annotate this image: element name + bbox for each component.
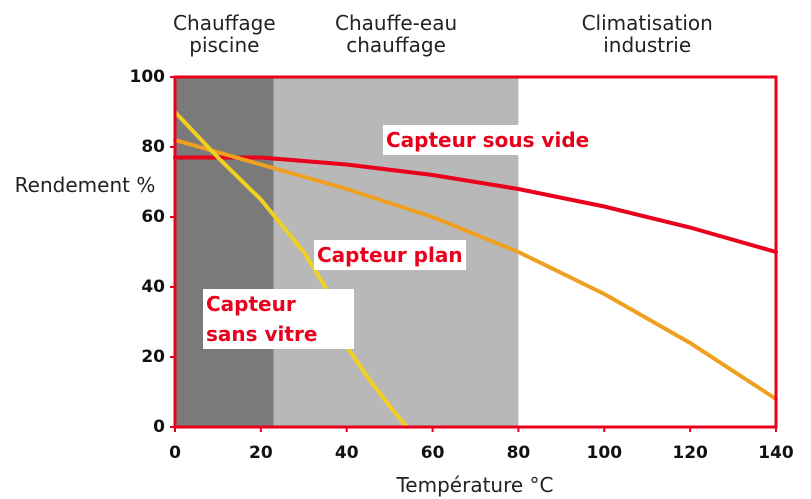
x-tick-label: 120 bbox=[672, 443, 708, 463]
region-label: Chauffe-eau chauffage bbox=[335, 11, 458, 57]
y-tick-label: 60 bbox=[141, 207, 165, 227]
series-label: Capteur plan bbox=[314, 240, 466, 270]
region-label: Climatisation industrie bbox=[581, 11, 713, 57]
y-tick-label: 0 bbox=[153, 417, 165, 437]
region-label: Chauffage piscine bbox=[173, 11, 276, 57]
x-tick-label: 100 bbox=[587, 443, 623, 463]
series-label: Capteur sous vide bbox=[383, 125, 593, 155]
x-tick-label: 40 bbox=[335, 443, 359, 463]
region bbox=[175, 77, 274, 427]
y-tick-label: 100 bbox=[130, 67, 166, 87]
x-tick-label: 80 bbox=[507, 443, 531, 463]
plot-border bbox=[173, 75, 778, 429]
x-tick-label: 60 bbox=[421, 443, 445, 463]
x-tick-label: 20 bbox=[249, 443, 273, 463]
y-axis-label: Rendement % bbox=[14, 173, 156, 197]
series-line bbox=[173, 138, 778, 401]
series-label: Capteur sans vitre bbox=[203, 289, 354, 349]
x-tick-label: 140 bbox=[758, 443, 794, 463]
series-line bbox=[173, 155, 778, 254]
y-tick-label: 40 bbox=[141, 277, 165, 297]
x-tick-label: 0 bbox=[169, 443, 181, 463]
y-tick-label: 80 bbox=[141, 137, 165, 157]
y-tick-label: 20 bbox=[141, 347, 165, 367]
series-line bbox=[173, 110, 409, 429]
x-axis-label: Température °C bbox=[396, 473, 554, 497]
